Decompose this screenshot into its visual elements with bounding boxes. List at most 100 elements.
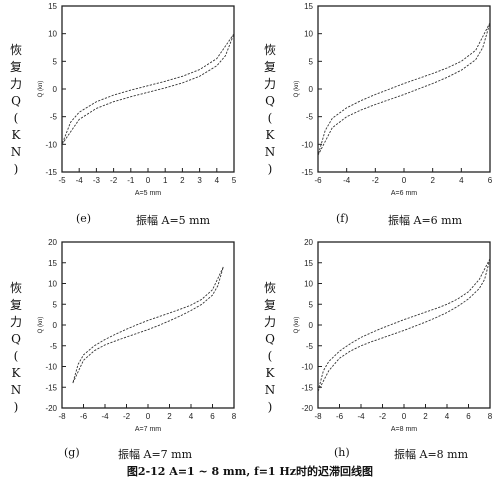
x-tick-label: -2: [379, 412, 387, 421]
y-tick-label: -5: [306, 342, 314, 351]
y-tick-label: 10: [48, 280, 57, 289]
y-tick-label: -10: [45, 140, 57, 149]
y-tick-label: 0: [309, 321, 314, 330]
panel-letter-f: (f): [336, 212, 349, 225]
x-tick-label: 4: [459, 176, 464, 185]
hysteresis-curve: [317, 22, 491, 156]
y-side-label-f: 恢 复 力 Q ( K N ): [263, 43, 276, 176]
y-tick-label: 15: [48, 2, 57, 11]
y-tick-label: -15: [45, 168, 57, 177]
x-tick-label: -4: [76, 176, 84, 185]
y-tick-label: -20: [301, 404, 313, 413]
y-axis-label: Q (kn): [38, 317, 44, 334]
hysteresis-curve: [61, 33, 235, 145]
x-tick-label: 8: [488, 412, 493, 421]
y-side-label-h: 恢 复 力 Q ( K N ): [263, 281, 276, 414]
x-tick-label: 4: [189, 412, 194, 421]
x-tick-label: 4: [215, 176, 220, 185]
y-tick-label: -5: [306, 113, 314, 122]
y-tick-label: -10: [301, 140, 313, 149]
hysteresis-chart-f: -15 -10 -5 0 5 10 15 -6 -4 -2 0 2 4 6 A=6 mm Q (kn): [294, 2, 493, 197]
y-axis-label: Q (kn): [294, 81, 300, 98]
y-tick-label: 20: [304, 238, 313, 247]
x-tick-label: -3: [93, 176, 101, 185]
hysteresis-curve: [72, 266, 224, 384]
y-tick-label: 0: [53, 85, 58, 94]
x-tick-label: 2: [430, 176, 435, 185]
x-tick-label: 1: [163, 176, 168, 185]
y-tick-label: -15: [301, 168, 313, 177]
y-tick-label: 0: [309, 85, 314, 94]
x-tick-label: 2: [423, 412, 428, 421]
y-tick-label: 15: [304, 259, 313, 268]
panel-caption-h: 振幅 A=8 mm: [394, 448, 469, 461]
x-axis-label: A=5 mm: [135, 190, 161, 197]
y-tick-label: 15: [304, 2, 313, 11]
y-tick-label: 20: [48, 238, 57, 247]
hysteresis-curve: [61, 33, 235, 145]
y-side-label-e: 恢 复 力 Q ( K N ): [9, 43, 22, 176]
x-tick-label: 0: [146, 412, 151, 421]
x-tick-label: 5: [232, 176, 237, 185]
x-tick-label: 0: [402, 176, 407, 185]
y-tick-label: 15: [48, 259, 57, 268]
hysteresis-curve: [72, 266, 224, 384]
x-tick-label: -4: [357, 412, 365, 421]
figure-caption: 图2-12 A=1 ~ 8 mm, f=1 Hz时的迟滞回线图: [126, 465, 374, 478]
plot-frame: [61, 5, 235, 173]
y-tick-label: 5: [53, 300, 58, 309]
x-axis-label: A=8 mm: [391, 426, 417, 433]
x-tick-label: 6: [488, 176, 493, 185]
panel-letter-h: (h): [334, 446, 350, 459]
y-side-label-g: 恢 复 力 Q ( K N ): [9, 281, 22, 414]
y-tick-label: -10: [45, 363, 57, 372]
x-tick-label: 0: [146, 176, 151, 185]
y-tick-label: -20: [45, 404, 57, 413]
y-tick-label: -15: [301, 383, 313, 392]
panel-caption-g: 振幅 A=7 mm: [118, 448, 193, 461]
y-tick-label: 5: [53, 57, 58, 66]
y-tick-label: -5: [50, 342, 58, 351]
y-tick-label: 10: [48, 30, 57, 39]
x-tick-label: 6: [210, 412, 215, 421]
x-tick-label: -6: [336, 412, 344, 421]
y-tick-label: -5: [50, 113, 58, 122]
y-tick-label: -15: [45, 383, 57, 392]
x-tick-label: -1: [127, 176, 135, 185]
x-tick-label: -8: [58, 412, 66, 421]
x-tick-label: 8: [232, 412, 237, 421]
panel-caption-e: 振幅 A=5 mm: [136, 214, 211, 227]
hysteresis-curve: [317, 258, 491, 392]
x-tick-label: -2: [110, 176, 118, 185]
x-axis-label: A=7 mm: [135, 426, 161, 433]
y-axis-label: Q (kn): [38, 81, 44, 98]
panel-caption-f: 振幅 A=6 mm: [388, 214, 463, 227]
x-tick-label: 6: [466, 412, 471, 421]
x-tick-label: -4: [101, 412, 109, 421]
plot-frame: [61, 241, 235, 409]
hysteresis-curve: [317, 258, 491, 392]
x-tick-label: 2: [180, 176, 185, 185]
x-tick-label: 3: [197, 176, 202, 185]
x-axis-label: A=6 mm: [391, 190, 417, 197]
panel-letter-g: (g): [64, 446, 80, 459]
y-axis-label: Q (kn): [294, 317, 300, 334]
x-tick-label: 0: [402, 412, 407, 421]
x-tick-label: -2: [372, 176, 380, 185]
x-tick-label: -5: [58, 176, 66, 185]
plot-frame: [317, 5, 491, 173]
y-tick-label: 10: [304, 280, 313, 289]
x-tick-label: -8: [314, 412, 322, 421]
x-tick-label: -4: [343, 176, 351, 185]
plot-frame: [317, 241, 491, 409]
x-tick-label: 2: [167, 412, 172, 421]
panel-letter-e: (e): [76, 212, 92, 225]
y-tick-label: 10: [304, 30, 313, 39]
y-tick-label: 5: [309, 57, 314, 66]
y-tick-label: -10: [301, 363, 313, 372]
x-tick-label: -2: [123, 412, 131, 421]
y-tick-label: 5: [309, 300, 314, 309]
